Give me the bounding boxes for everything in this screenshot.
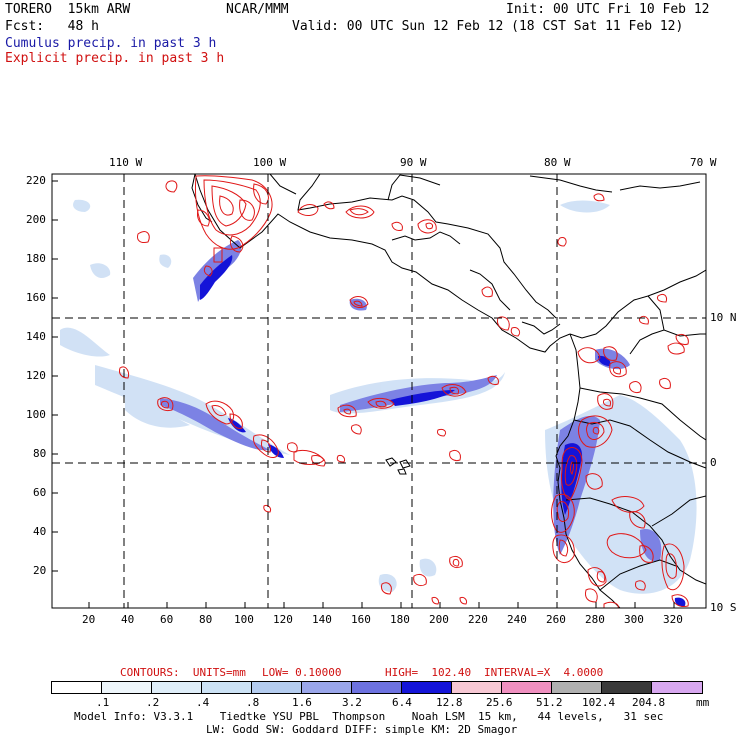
y-tick-label: 60 [33, 486, 47, 499]
colorbar-bin [151, 681, 202, 694]
colorbar-bin [351, 681, 402, 694]
y-tick-label: 20 [33, 564, 47, 577]
x-tick-label: 220 [468, 613, 488, 626]
model-name: TORERO 15km ARW [5, 2, 131, 17]
contour-high: HIGH= 102.40 [385, 666, 472, 679]
coastlines [191, 174, 706, 608]
colorbar-label: 102.4 [582, 696, 616, 709]
colorbar-label: 25.6 [486, 696, 513, 709]
colorbar-bin [101, 681, 152, 694]
colorbar-label: .8 [246, 696, 260, 709]
colorbar-label: .4 [196, 696, 210, 709]
colorbar-label: 1.6 [292, 696, 312, 709]
lon-label-90w: 90 W [400, 156, 427, 169]
y-tick-label: 120 [26, 369, 46, 382]
contour-interval: INTERVAL=X 4.0000 [484, 666, 604, 679]
organization: NCAR/MMM [226, 2, 289, 17]
colorbar-bin [401, 681, 452, 694]
x-axis-ticks [88, 602, 675, 608]
lat-label-10s: 10 S [710, 601, 737, 614]
y-tick-label: 180 [26, 252, 46, 265]
x-tick-label: 140 [312, 613, 332, 626]
explicit-precip-contours [119, 175, 689, 608]
y-tick-label: 140 [26, 330, 46, 343]
x-tick-label: 160 [351, 613, 371, 626]
x-tick-label: 320 [663, 613, 683, 626]
colorbar-bin [551, 681, 602, 694]
y-tick-label: 200 [26, 213, 46, 226]
x-tick-label: 300 [624, 613, 644, 626]
lon-label-110w: 110 W [109, 156, 143, 169]
init-time: Init: 00 UTC Fri 10 Feb 12 [506, 2, 710, 17]
colorbar-bin [201, 681, 252, 694]
x-tick-label: 60 [160, 613, 174, 626]
x-tick-label: 120 [273, 613, 293, 626]
y-tick-label: 80 [33, 447, 47, 460]
contour-low: LOW= 0.10000 [262, 666, 342, 679]
colorbar-label: .1 [96, 696, 110, 709]
x-tick-label: 80 [199, 613, 213, 626]
x-tick-label: 240 [507, 613, 527, 626]
colorbar-bin [651, 681, 703, 694]
x-tick-label: 280 [585, 613, 605, 626]
x-tick-label: 180 [390, 613, 410, 626]
colorbar-label: 204.8 [632, 696, 666, 709]
y-tick-label: 40 [33, 525, 47, 538]
x-tick-label: 40 [121, 613, 135, 626]
cumulus-field-label: Cumulus precip. in past 3 h [5, 36, 217, 51]
contour-units: CONTOURS: UNITS=mm [120, 666, 246, 679]
valid-time: Valid: 00 UTC Sun 12 Feb 12 (18 CST Sat … [292, 19, 684, 34]
colorbar-bin [51, 681, 102, 694]
lon-label-70w: 70 W [690, 156, 717, 169]
forecast-hour: Fcst: 48 h [5, 19, 99, 34]
colorbar-unit: mm [696, 696, 710, 709]
colorbar-bin [451, 681, 502, 694]
colorbar-label: 12.8 [436, 696, 463, 709]
y-tick-label: 100 [26, 408, 46, 421]
colorbar-bin [501, 681, 552, 694]
model-physics: LW: Godd SW: Goddard DIFF: simple KM: 2D… [206, 723, 518, 736]
x-tick-label: 200 [429, 613, 449, 626]
explicit-field-label: Explicit precip. in past 3 h [5, 51, 225, 66]
colorbar-bin [601, 681, 652, 694]
map-frame [51, 173, 707, 609]
y-axis-ticks [52, 180, 58, 572]
model-info: Model Info: V3.3.1 Tiedtke YSU PBL Thomp… [74, 710, 664, 723]
lat-label-0: 0 [710, 456, 717, 469]
x-tick-label: 20 [82, 613, 96, 626]
colorbar-label: 3.2 [342, 696, 362, 709]
colorbar-bin [301, 681, 352, 694]
x-tick-label: 100 [234, 613, 254, 626]
y-tick-label: 220 [26, 174, 46, 187]
lat-label-10n: 10 N [710, 311, 737, 324]
colorbar [51, 681, 703, 694]
x-tick-label: 260 [546, 613, 566, 626]
colorbar-label: .2 [146, 696, 160, 709]
lon-label-100w: 100 W [253, 156, 287, 169]
colorbar-label: 6.4 [392, 696, 412, 709]
colorbar-bin [251, 681, 302, 694]
lon-label-80w: 80 W [544, 156, 571, 169]
y-tick-label: 160 [26, 291, 46, 304]
colorbar-label: 51.2 [536, 696, 563, 709]
lat-lon-grid [52, 174, 706, 608]
